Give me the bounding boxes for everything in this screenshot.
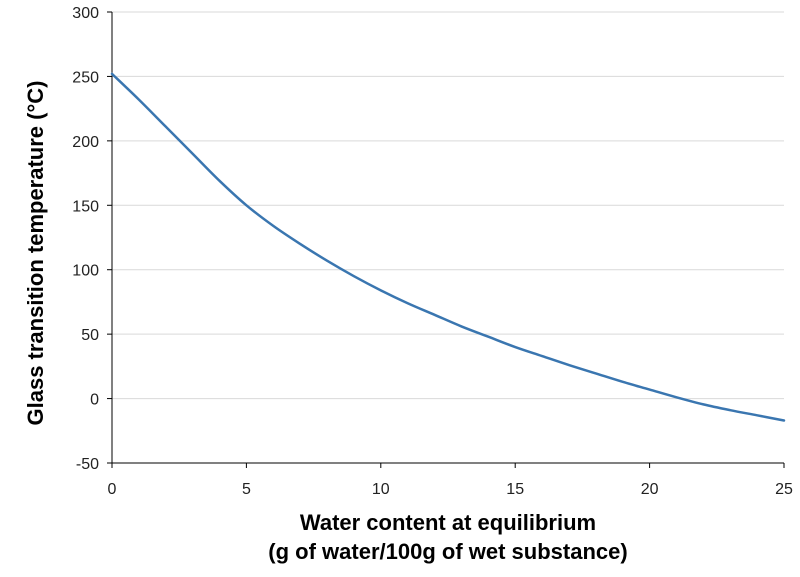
y-axis-title: Glass transition temperature (°C) bbox=[23, 81, 48, 426]
x-tick-label: 25 bbox=[775, 481, 793, 498]
x-tick-label: 0 bbox=[108, 481, 117, 498]
y-tick-label: 250 bbox=[72, 69, 99, 86]
axes bbox=[107, 11, 785, 468]
gridlines bbox=[112, 11, 784, 400]
x-tick-label: 20 bbox=[641, 481, 659, 498]
x-tick-label: 15 bbox=[506, 481, 524, 498]
x-tick-label: 10 bbox=[372, 481, 390, 498]
x-tick-label: 5 bbox=[242, 481, 251, 498]
y-tick-label: 150 bbox=[72, 198, 99, 215]
y-tick-label: 100 bbox=[72, 263, 99, 280]
x-axis-title: Water content at equilibrium bbox=[300, 510, 596, 535]
series-line bbox=[110, 72, 786, 422]
y-tick-label: 50 bbox=[81, 327, 99, 344]
y-tick-label: 0 bbox=[90, 392, 99, 409]
x-tick-labels: 0 5 10 15 20 25 bbox=[108, 481, 793, 498]
y-tick-label: -50 bbox=[76, 456, 99, 473]
x-axis-title-line2: (g of water/100g of wet substance) bbox=[268, 539, 627, 564]
y-tick-label: 300 bbox=[72, 5, 99, 22]
y-tick-labels: -50 0 50 100 150 200 250 300 bbox=[72, 5, 99, 473]
y-tick-label: 200 bbox=[72, 134, 99, 151]
series-layer bbox=[110, 72, 786, 422]
